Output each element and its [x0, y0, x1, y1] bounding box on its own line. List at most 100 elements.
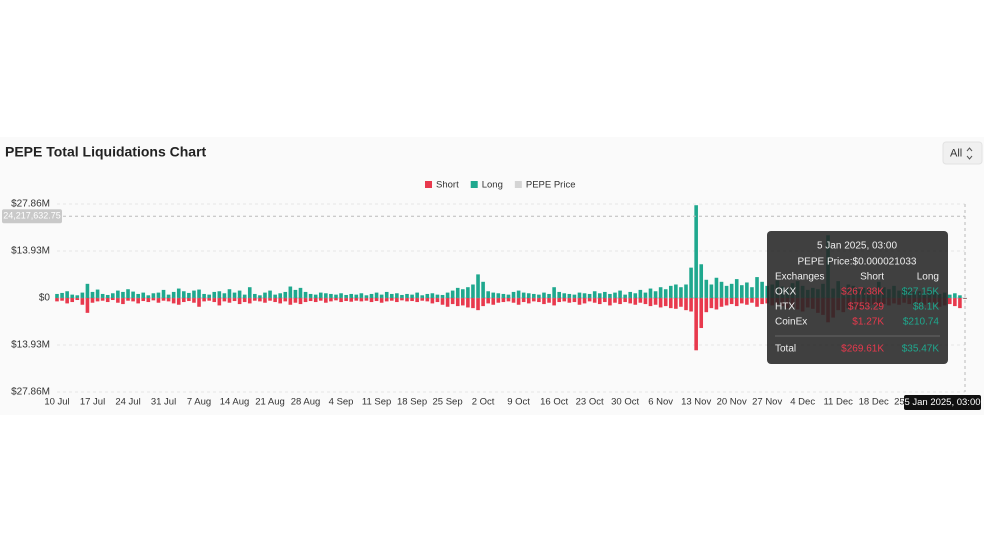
- bar: [237, 290, 242, 298]
- legend-label[interactable]: PEPE Price: [526, 180, 576, 191]
- bar: [339, 293, 343, 298]
- bar: [643, 298, 648, 305]
- bar: [704, 279, 709, 298]
- bar: [537, 294, 541, 298]
- bar: [116, 290, 120, 298]
- bar: [440, 298, 445, 305]
- dropdown-label[interactable]: All: [950, 147, 962, 159]
- bar: [430, 298, 435, 304]
- tooltip-header: Short: [860, 272, 884, 283]
- bar: [577, 298, 582, 305]
- bar: [592, 298, 597, 303]
- range-selector[interactable]: All: [942, 141, 983, 165]
- bar: [552, 298, 556, 306]
- y-tick-label: $13.93M: [11, 246, 50, 257]
- bar: [329, 293, 333, 298]
- bar: [491, 292, 496, 298]
- bar: [400, 294, 404, 298]
- bar: [242, 298, 247, 303]
- bar: [334, 298, 338, 301]
- bar: [253, 298, 257, 301]
- bar: [714, 298, 719, 310]
- bar: [532, 293, 536, 298]
- bar: [613, 298, 617, 303]
- bar: [344, 298, 348, 302]
- bar: [435, 294, 440, 298]
- bar: [668, 285, 673, 298]
- y-tick-label: $27.86M: [11, 387, 50, 398]
- bar: [339, 298, 343, 303]
- bar: [95, 289, 100, 298]
- legend-label[interactable]: Short: [436, 180, 459, 191]
- bar: [110, 298, 115, 301]
- bar: [947, 294, 952, 298]
- bar: [481, 281, 485, 298]
- crosshair-x-label-bg: [904, 395, 981, 410]
- x-tick-label: 14 Aug: [220, 397, 250, 408]
- tooltip-cell: OKX: [775, 287, 796, 298]
- bar: [318, 292, 323, 298]
- bar: [197, 298, 201, 307]
- bar: [100, 298, 105, 301]
- bar: [450, 290, 455, 298]
- legend-swatch[interactable]: [425, 181, 432, 188]
- bar: [608, 293, 612, 298]
- bar: [166, 298, 171, 302]
- bar: [699, 298, 704, 329]
- bar: [542, 292, 546, 298]
- x-tick-label: 28 Aug: [291, 397, 321, 408]
- bar: [567, 298, 572, 303]
- bar: [80, 298, 85, 305]
- legend-label[interactable]: Long: [482, 180, 503, 191]
- tooltip-cell: $210.74: [903, 317, 940, 328]
- bar: [582, 298, 587, 304]
- x-tick-label: 16 Oct: [540, 397, 568, 408]
- bar: [729, 283, 734, 298]
- crosshair-x-label: 5 Jan 2025, 03:00: [904, 397, 980, 408]
- bar: [217, 298, 222, 306]
- bar: [958, 298, 962, 309]
- bar: [116, 298, 120, 303]
- x-tick-label: 4 Sep: [329, 397, 354, 408]
- bar: [466, 298, 470, 308]
- bar: [491, 298, 496, 305]
- bar: [389, 293, 394, 298]
- bar: [308, 298, 313, 302]
- bar: [293, 289, 298, 298]
- legend-swatch[interactable]: [470, 181, 478, 188]
- bar: [623, 298, 627, 303]
- bar: [227, 298, 232, 303]
- bar: [131, 298, 135, 302]
- bar: [405, 298, 409, 302]
- bar: [668, 298, 673, 309]
- bar: [308, 293, 313, 298]
- tooltip-cell: $27.15K: [902, 287, 940, 298]
- bar: [242, 294, 247, 298]
- bar: [658, 298, 663, 308]
- bar: [526, 293, 531, 298]
- bar: [750, 287, 754, 298]
- bar: [303, 291, 308, 298]
- bar: [425, 293, 430, 298]
- bar: [694, 205, 698, 298]
- bar: [572, 298, 577, 303]
- bar: [90, 291, 95, 298]
- bar: [501, 298, 506, 303]
- bar: [192, 298, 196, 303]
- x-tick-label: 13 Nov: [681, 397, 711, 408]
- bar: [953, 298, 957, 307]
- bar: [542, 298, 546, 305]
- bar: [638, 289, 643, 298]
- bar: [963, 297, 967, 299]
- dropdown[interactable]: [942, 141, 983, 165]
- bar: [445, 292, 450, 298]
- bar: [70, 294, 75, 298]
- bar: [592, 291, 597, 298]
- tooltip-cell: HTX: [775, 302, 795, 313]
- bar: [694, 298, 698, 351]
- bar: [466, 287, 470, 298]
- bar: [364, 298, 369, 301]
- bar: [95, 298, 100, 302]
- bar: [268, 298, 272, 301]
- legend-swatch[interactable]: [514, 181, 522, 188]
